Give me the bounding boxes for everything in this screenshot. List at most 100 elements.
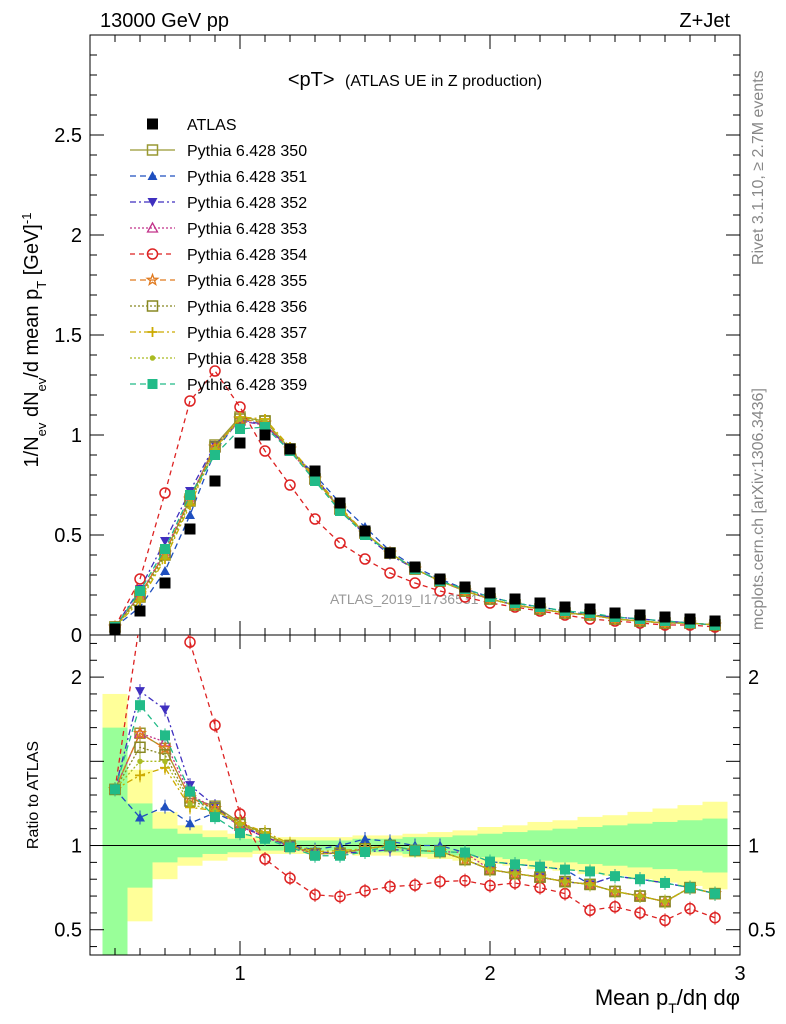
data-point — [146, 248, 159, 260]
data-point — [310, 850, 320, 861]
data-point — [109, 623, 121, 635]
data-point — [384, 567, 396, 579]
data-point — [209, 719, 221, 731]
data-point — [484, 879, 496, 892]
data-point — [146, 221, 159, 233]
y-tick-label: 0 — [71, 625, 82, 647]
data-point — [137, 758, 143, 765]
data-point — [135, 687, 145, 697]
data-point — [310, 476, 320, 486]
data-point — [147, 118, 158, 130]
y-tick-label: 2 — [71, 225, 82, 247]
data-point — [146, 300, 159, 312]
data-point — [259, 445, 271, 457]
data-point — [159, 577, 171, 589]
y-tick-label: 1 — [71, 425, 82, 447]
legend-label: Pythia 6.428 354 — [187, 247, 307, 264]
legend-item: Pythia 6.428 357 — [130, 325, 307, 342]
data-point — [559, 887, 571, 900]
data-point — [309, 513, 321, 525]
green-band-bin — [102, 727, 128, 955]
data-point — [587, 881, 593, 888]
plot-title-sub: (ATLAS UE in Z production) — [345, 73, 542, 90]
data-point — [662, 898, 668, 905]
legend-item: Pythia 6.428 356 — [130, 299, 307, 316]
legend-label: Pythia 6.428 359 — [187, 377, 307, 394]
data-point — [146, 144, 159, 156]
legend-item: ATLAS — [147, 117, 237, 134]
data-point — [185, 786, 195, 797]
data-point — [634, 609, 646, 621]
ratio-tick-label: 1 — [71, 836, 82, 858]
data-point — [134, 605, 146, 617]
data-point — [162, 758, 168, 765]
data-point — [335, 850, 345, 861]
data-point — [184, 395, 196, 407]
data-point — [584, 904, 596, 917]
legend-label: Pythia 6.428 355 — [187, 273, 307, 290]
data-point — [609, 901, 621, 913]
x-axis-label: Mean pT/dη dφ — [595, 985, 740, 1016]
data-point — [585, 866, 595, 877]
plot-title-main: <pT> — [288, 69, 335, 91]
data-point — [409, 577, 421, 589]
y-tick-label: 2.5 — [54, 125, 82, 147]
data-point — [135, 812, 145, 822]
axis-ticks: 1 2 3 0 0.5 1 1.5 2 2.5 0.5 0.5 1 1 2 2 — [54, 35, 776, 985]
data-point — [187, 500, 193, 506]
ratio-tick-label: 0.5 — [54, 920, 82, 942]
legend-label: Pythia 6.428 352 — [187, 195, 307, 212]
data-point — [360, 834, 370, 844]
ratio-tick-label-right: 2 — [748, 667, 759, 689]
data-point — [145, 272, 160, 287]
legend-item: Pythia 6.428 358 — [130, 351, 307, 368]
data-point — [635, 874, 645, 885]
ratio-tick-label-right: 1 — [748, 836, 759, 858]
data-point — [659, 611, 671, 623]
data-point — [285, 842, 295, 853]
data-point — [259, 429, 271, 441]
data-point — [535, 861, 545, 872]
rivet-label: Rivet 3.1.10, ≥ 2.7M events — [750, 70, 767, 265]
data-point — [159, 487, 171, 499]
data-point — [135, 770, 145, 781]
y-axis-label: 1/Nev dNev/d mean pT [GeV]-1 — [19, 213, 49, 468]
data-point — [134, 573, 146, 585]
data-point — [284, 479, 296, 491]
data-point — [259, 853, 271, 865]
data-point — [460, 847, 470, 858]
data-point — [160, 705, 170, 715]
data-point — [184, 523, 196, 535]
data-point — [210, 450, 220, 460]
data-point — [260, 422, 270, 432]
data-point — [234, 437, 246, 449]
data-point — [434, 875, 446, 888]
data-point — [334, 537, 346, 549]
data-point — [284, 443, 296, 455]
data-point — [510, 859, 520, 870]
ratio-axis-label: Ratio to ATLAS — [25, 741, 42, 849]
legend: ATLAS Pythia 6.428 350 Pythia 6.428 351 Pyt… — [130, 117, 307, 394]
y-tick-label: 0.5 — [54, 525, 82, 547]
ratio-series-359 — [110, 698, 720, 901]
x-tick-label: 2 — [484, 963, 495, 985]
data-point — [609, 607, 621, 619]
data-point — [160, 730, 170, 741]
data-point — [237, 821, 243, 828]
data-point — [709, 911, 721, 924]
watermark: ATLAS_2019_I1736531 — [330, 591, 479, 607]
legend-label: ATLAS — [187, 117, 237, 134]
data-point — [459, 874, 471, 887]
data-point — [634, 907, 646, 919]
data-point — [235, 424, 245, 434]
legend-item: Pythia 6.428 359 — [130, 377, 307, 394]
legend-label: Pythia 6.428 350 — [187, 143, 307, 160]
data-point — [184, 636, 196, 648]
legend-item: Pythia 6.428 353 — [130, 221, 307, 238]
data-point — [185, 510, 195, 519]
header-right: Z+Jet — [679, 10, 730, 32]
data-point — [209, 475, 221, 487]
data-point — [160, 537, 170, 546]
data-point — [409, 879, 421, 891]
